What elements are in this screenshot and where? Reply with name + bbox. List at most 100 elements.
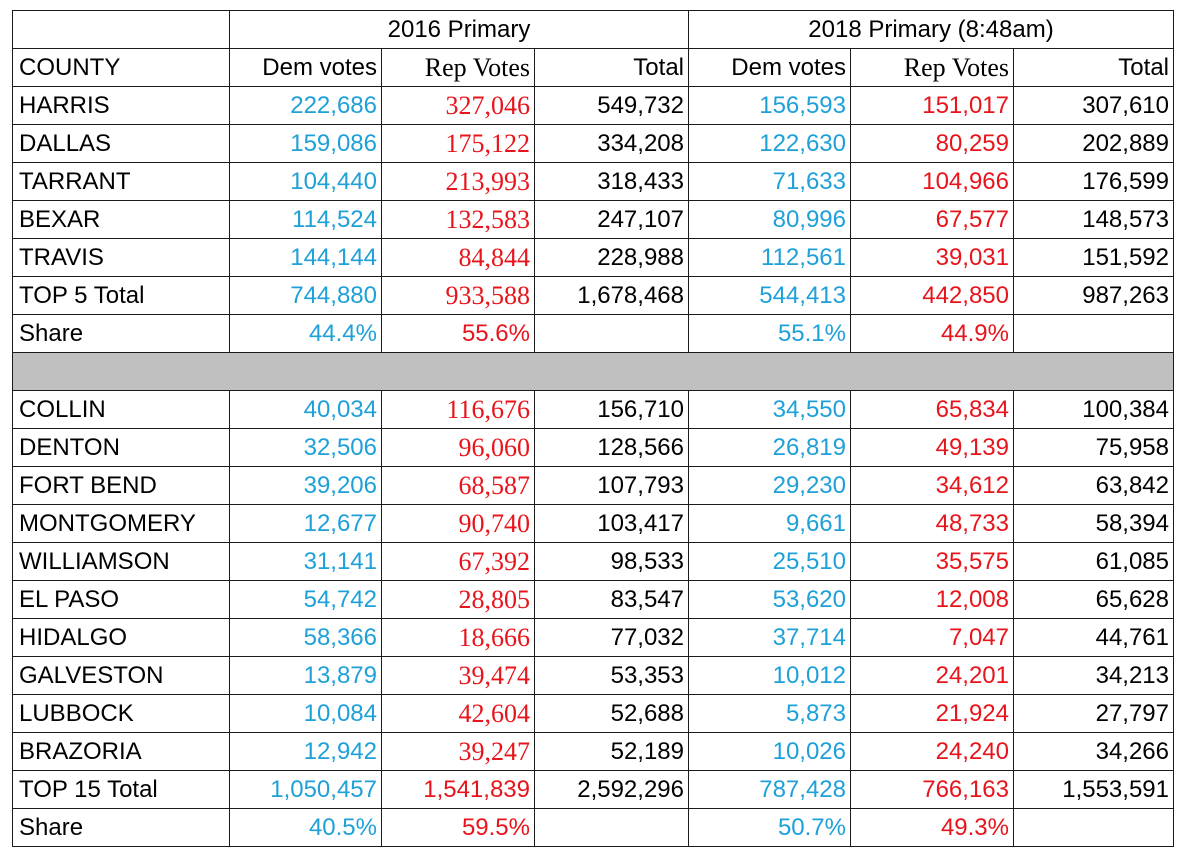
county-cell[interactable]: DENTON bbox=[12, 428, 230, 467]
county-cell[interactable]: TRAVIS bbox=[12, 238, 230, 277]
dem-2016-cell[interactable]: 58,366 bbox=[229, 618, 382, 657]
total-2016-cell[interactable]: 107,793 bbox=[534, 466, 689, 505]
total-2016-cell[interactable]: 334,208 bbox=[534, 124, 689, 163]
total-2018-cell[interactable]: 34,266 bbox=[1013, 732, 1174, 771]
dem-2018-cell[interactable]: 29,230 bbox=[688, 466, 851, 505]
column-header-dem-2018[interactable]: Dem votes bbox=[688, 48, 851, 87]
dem-2018-cell[interactable]: 37,714 bbox=[688, 618, 851, 657]
rep-2018-cell[interactable]: 24,201 bbox=[850, 656, 1014, 695]
county-cell[interactable]: HIDALGO bbox=[12, 618, 230, 657]
total-2016-cell[interactable]: 1,678,468 bbox=[534, 276, 689, 315]
dem-2018-cell[interactable]: 71,633 bbox=[688, 162, 851, 201]
county-cell[interactable]: MONTGOMERY bbox=[12, 504, 230, 543]
rep-2018-cell[interactable]: 442,850 bbox=[850, 276, 1014, 315]
total-2018-cell[interactable]: 34,213 bbox=[1013, 656, 1174, 695]
empty-cell[interactable] bbox=[534, 808, 689, 847]
empty-cell[interactable] bbox=[534, 314, 689, 353]
total-2018-cell[interactable]: 58,394 bbox=[1013, 504, 1174, 543]
county-cell[interactable]: FORT BEND bbox=[12, 466, 230, 505]
rep-2018-cell[interactable]: 48,733 bbox=[850, 504, 1014, 543]
county-cell[interactable]: COLLIN bbox=[12, 390, 230, 429]
county-cell[interactable]: TARRANT bbox=[12, 162, 230, 201]
total-2018-cell[interactable]: 1,553,591 bbox=[1013, 770, 1174, 809]
dem-2016-cell[interactable]: 39,206 bbox=[229, 466, 382, 505]
county-cell[interactable]: LUBBOCK bbox=[12, 694, 230, 733]
dem-2018-cell[interactable]: 122,630 bbox=[688, 124, 851, 163]
rep-2016-cell[interactable]: 68,587 bbox=[381, 466, 535, 505]
dem-2016-cell[interactable]: 10,084 bbox=[229, 694, 382, 733]
rep-2016-cell[interactable]: 132,583 bbox=[381, 200, 535, 239]
rep-2018-share-cell[interactable]: 44.9% bbox=[850, 314, 1014, 353]
rep-2018-cell[interactable]: 67,577 bbox=[850, 200, 1014, 239]
total-2018-cell[interactable]: 27,797 bbox=[1013, 694, 1174, 733]
total-2018-cell[interactable]: 61,085 bbox=[1013, 542, 1174, 581]
dem-2018-cell[interactable]: 9,661 bbox=[688, 504, 851, 543]
dem-2018-cell[interactable]: 156,593 bbox=[688, 86, 851, 125]
dem-2016-cell[interactable]: 12,942 bbox=[229, 732, 382, 771]
dem-2018-cell[interactable]: 25,510 bbox=[688, 542, 851, 581]
row-label[interactable]: Share bbox=[12, 314, 230, 353]
rep-2016-cell[interactable]: 96,060 bbox=[381, 428, 535, 467]
dem-2018-cell[interactable]: 787,428 bbox=[688, 770, 851, 809]
dem-2016-cell[interactable]: 12,677 bbox=[229, 504, 382, 543]
rep-2016-cell[interactable]: 67,392 bbox=[381, 542, 535, 581]
total-2016-cell[interactable]: 52,189 bbox=[534, 732, 689, 771]
dem-2016-cell[interactable]: 32,506 bbox=[229, 428, 382, 467]
total-2016-cell[interactable]: 77,032 bbox=[534, 618, 689, 657]
rep-2016-cell[interactable]: 39,247 bbox=[381, 732, 535, 771]
rep-2016-share-cell[interactable]: 55.6% bbox=[381, 314, 535, 353]
dem-2016-cell[interactable]: 40,034 bbox=[229, 390, 382, 429]
dem-2016-cell[interactable]: 222,686 bbox=[229, 86, 382, 125]
rep-2018-cell[interactable]: 35,575 bbox=[850, 542, 1014, 581]
column-header-county[interactable]: COUNTY bbox=[12, 48, 230, 87]
rep-2018-cell[interactable]: 34,612 bbox=[850, 466, 1014, 505]
total-2016-cell[interactable]: 52,688 bbox=[534, 694, 689, 733]
total-2016-cell[interactable]: 103,417 bbox=[534, 504, 689, 543]
rep-2016-cell[interactable]: 1,541,839 bbox=[381, 770, 535, 809]
county-cell[interactable]: BEXAR bbox=[12, 200, 230, 239]
total-2018-cell[interactable]: 44,761 bbox=[1013, 618, 1174, 657]
rep-2016-cell[interactable]: 933,588 bbox=[381, 276, 535, 315]
column-header-rep-2016[interactable]: Rep Votes bbox=[381, 48, 535, 87]
county-cell[interactable]: HARRIS bbox=[12, 86, 230, 125]
total-2018-cell[interactable]: 202,889 bbox=[1013, 124, 1174, 163]
rep-2018-cell[interactable]: 12,008 bbox=[850, 580, 1014, 619]
rep-2016-cell[interactable]: 39,474 bbox=[381, 656, 535, 695]
total-2018-cell[interactable]: 151,592 bbox=[1013, 238, 1174, 277]
rep-2018-cell[interactable]: 104,966 bbox=[850, 162, 1014, 201]
dem-2016-cell[interactable]: 144,144 bbox=[229, 238, 382, 277]
dem-2018-cell[interactable]: 10,012 bbox=[688, 656, 851, 695]
dem-2016-cell[interactable]: 159,086 bbox=[229, 124, 382, 163]
group-header-2016[interactable]: 2016 Primary bbox=[229, 10, 689, 49]
group-header-2018[interactable]: 2018 Primary (8:48am) bbox=[688, 10, 1174, 49]
total-2016-cell[interactable]: 318,433 bbox=[534, 162, 689, 201]
total-2016-cell[interactable]: 2,592,296 bbox=[534, 770, 689, 809]
county-cell[interactable]: BRAZORIA bbox=[12, 732, 230, 771]
empty-cell[interactable] bbox=[1013, 808, 1174, 847]
dem-2018-cell[interactable]: 5,873 bbox=[688, 694, 851, 733]
dem-2018-cell[interactable]: 53,620 bbox=[688, 580, 851, 619]
dem-2016-cell[interactable]: 31,141 bbox=[229, 542, 382, 581]
rep-2018-share-cell[interactable]: 49.3% bbox=[850, 808, 1014, 847]
dem-2018-cell[interactable]: 34,550 bbox=[688, 390, 851, 429]
dem-2016-cell[interactable]: 13,879 bbox=[229, 656, 382, 695]
dem-2016-share-cell[interactable]: 40.5% bbox=[229, 808, 382, 847]
rep-2016-cell[interactable]: 90,740 bbox=[381, 504, 535, 543]
total-2016-cell[interactable]: 247,107 bbox=[534, 200, 689, 239]
county-cell[interactable]: EL PASO bbox=[12, 580, 230, 619]
total-2016-cell[interactable]: 549,732 bbox=[534, 86, 689, 125]
total-2018-cell[interactable]: 987,263 bbox=[1013, 276, 1174, 315]
rep-2018-cell[interactable]: 24,240 bbox=[850, 732, 1014, 771]
dem-2018-cell[interactable]: 112,561 bbox=[688, 238, 851, 277]
total-2018-cell[interactable]: 148,573 bbox=[1013, 200, 1174, 239]
total-2018-cell[interactable]: 75,958 bbox=[1013, 428, 1174, 467]
total-2018-cell[interactable]: 307,610 bbox=[1013, 86, 1174, 125]
total-2018-cell[interactable]: 65,628 bbox=[1013, 580, 1174, 619]
dem-2016-cell[interactable]: 104,440 bbox=[229, 162, 382, 201]
total-2018-cell[interactable]: 176,599 bbox=[1013, 162, 1174, 201]
dem-2018-cell[interactable]: 10,026 bbox=[688, 732, 851, 771]
column-header-rep-2018[interactable]: Rep Votes bbox=[850, 48, 1014, 87]
total-2016-cell[interactable]: 128,566 bbox=[534, 428, 689, 467]
total-2016-cell[interactable]: 98,533 bbox=[534, 542, 689, 581]
county-cell[interactable]: GALVESTON bbox=[12, 656, 230, 695]
